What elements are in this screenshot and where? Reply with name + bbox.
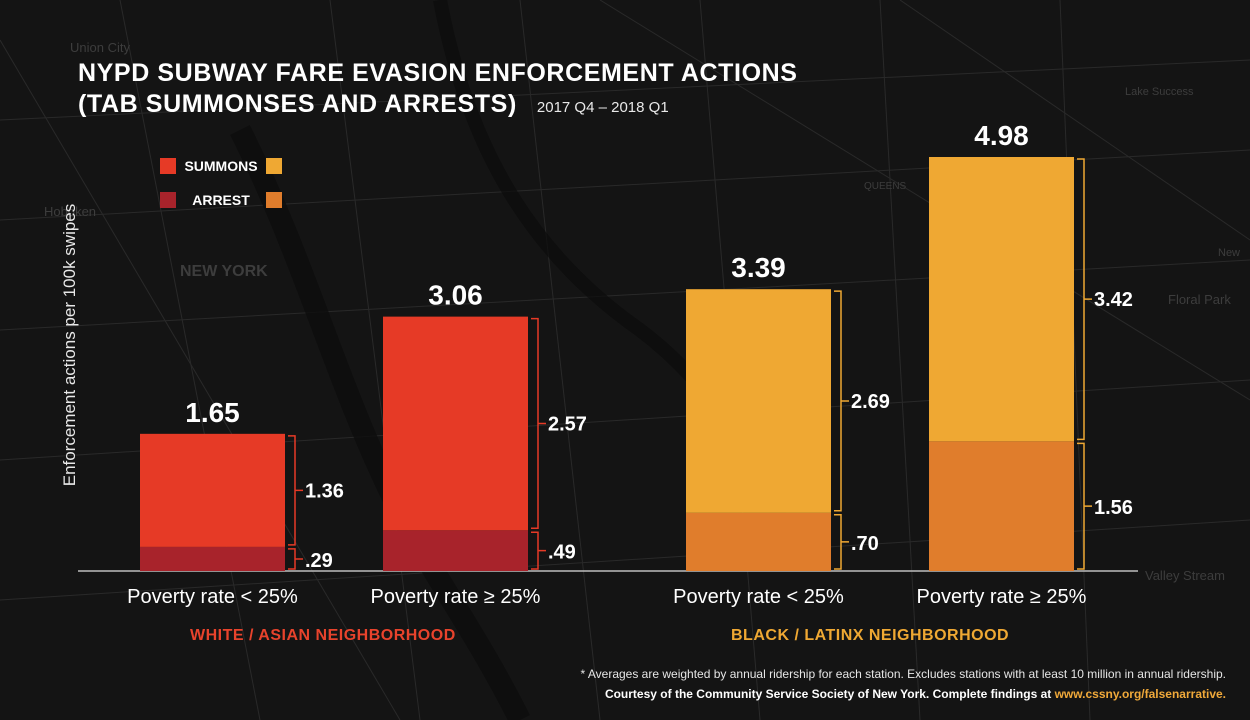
bar-segment-arrest xyxy=(140,546,285,571)
bar-segment-summons xyxy=(686,289,831,513)
category-tick-label: Poverty rate < 25% xyxy=(673,586,844,608)
bar-segment-summons xyxy=(383,316,528,531)
map-label: New xyxy=(1218,247,1240,259)
footnote-credit: Courtesy of the Community Service Societ… xyxy=(604,687,1055,701)
chart-title: NYPD SUBWAY FARE EVASION ENFORCEMENT ACT… xyxy=(78,58,798,123)
legend-summons-row: SUMMONS xyxy=(160,157,282,175)
bracket-arrest xyxy=(1077,442,1092,570)
category-tick-label: Poverty rate < 25% xyxy=(127,586,298,608)
data-label-arrest: .29 xyxy=(305,550,333,572)
bracket-summons xyxy=(834,290,849,512)
map-label: Union City xyxy=(70,40,130,55)
bracket-summons xyxy=(288,435,303,546)
title-line-1: NYPD SUBWAY FARE EVASION ENFORCEMENT ACT… xyxy=(78,59,798,87)
data-label-arrest: .49 xyxy=(548,542,576,564)
data-label-arrest: 1.56 xyxy=(1094,497,1133,519)
legend-swatch-white-arrest xyxy=(160,192,176,208)
bar-segment-arrest xyxy=(686,512,831,571)
data-label-summons: 2.57 xyxy=(548,413,587,435)
legend-label-arrest: ARREST xyxy=(192,192,250,208)
category-tick-label: Poverty rate ≥ 25% xyxy=(917,586,1087,608)
map-label: Lake Success xyxy=(1125,86,1194,98)
title-line-2-row: (TAB SUMMONSES AND ARRESTS) 2017 Q4 – 201… xyxy=(78,89,798,123)
data-label-summons: 3.42 xyxy=(1094,289,1133,311)
bracket-summons xyxy=(531,317,546,530)
legend-swatch-white-summons xyxy=(160,158,176,174)
footnote-link[interactable]: www.cssny.org/falsenarrative. xyxy=(1054,687,1226,701)
legend-label-summons: SUMMONS xyxy=(184,158,258,174)
footnote: * Averages are weighted by annual riders… xyxy=(581,664,1226,704)
data-label-arrest: .70 xyxy=(851,533,879,555)
bar-total-label: 3.39 xyxy=(731,252,786,283)
bar-segment-arrest xyxy=(929,441,1074,571)
map-label: Floral Park xyxy=(1168,292,1231,307)
chart-subtitle: 2017 Q4 – 2018 Q1 xyxy=(536,99,669,116)
map-label: Hoboken xyxy=(44,204,96,219)
bar-segment-summons xyxy=(929,157,1074,442)
bracket-summons xyxy=(1077,158,1092,441)
footnote-line-1: * Averages are weighted by annual riders… xyxy=(580,667,1226,681)
data-label-summons: 1.36 xyxy=(305,480,344,502)
legend-swatch-black-summons xyxy=(266,158,282,174)
legend: SUMMONS ARREST xyxy=(160,157,282,225)
footnote-line-2-row: Courtesy of the Community Service Societ… xyxy=(581,684,1226,704)
category-tick-label: Poverty rate ≥ 25% xyxy=(371,586,541,608)
bar-segment-summons xyxy=(140,433,285,547)
map-label: NEW YORK xyxy=(180,263,268,280)
data-label-summons: 2.69 xyxy=(851,391,890,413)
bracket-arrest xyxy=(834,514,849,570)
bracket-arrest xyxy=(531,531,546,570)
bracket-arrest xyxy=(288,548,303,570)
title-line-2: (TAB SUMMONSES AND ARRESTS) xyxy=(78,90,517,118)
bar-segment-arrest xyxy=(383,530,528,571)
map-label: Valley Stream xyxy=(1145,568,1225,583)
group-label-white-asian: WHITE / ASIAN NEIGHBORHOOD xyxy=(190,627,456,644)
legend-arrest-row: ARREST xyxy=(160,191,282,209)
bar-total-label: 3.06 xyxy=(428,280,483,311)
bar-total-label: 4.98 xyxy=(974,120,1029,151)
bar-total-label: 1.65 xyxy=(185,397,240,428)
legend-swatch-black-arrest xyxy=(266,192,282,208)
map-label: QUEENS xyxy=(864,181,907,192)
group-label-black-latinx: BLACK / LATINX NEIGHBORHOOD xyxy=(731,627,1010,644)
